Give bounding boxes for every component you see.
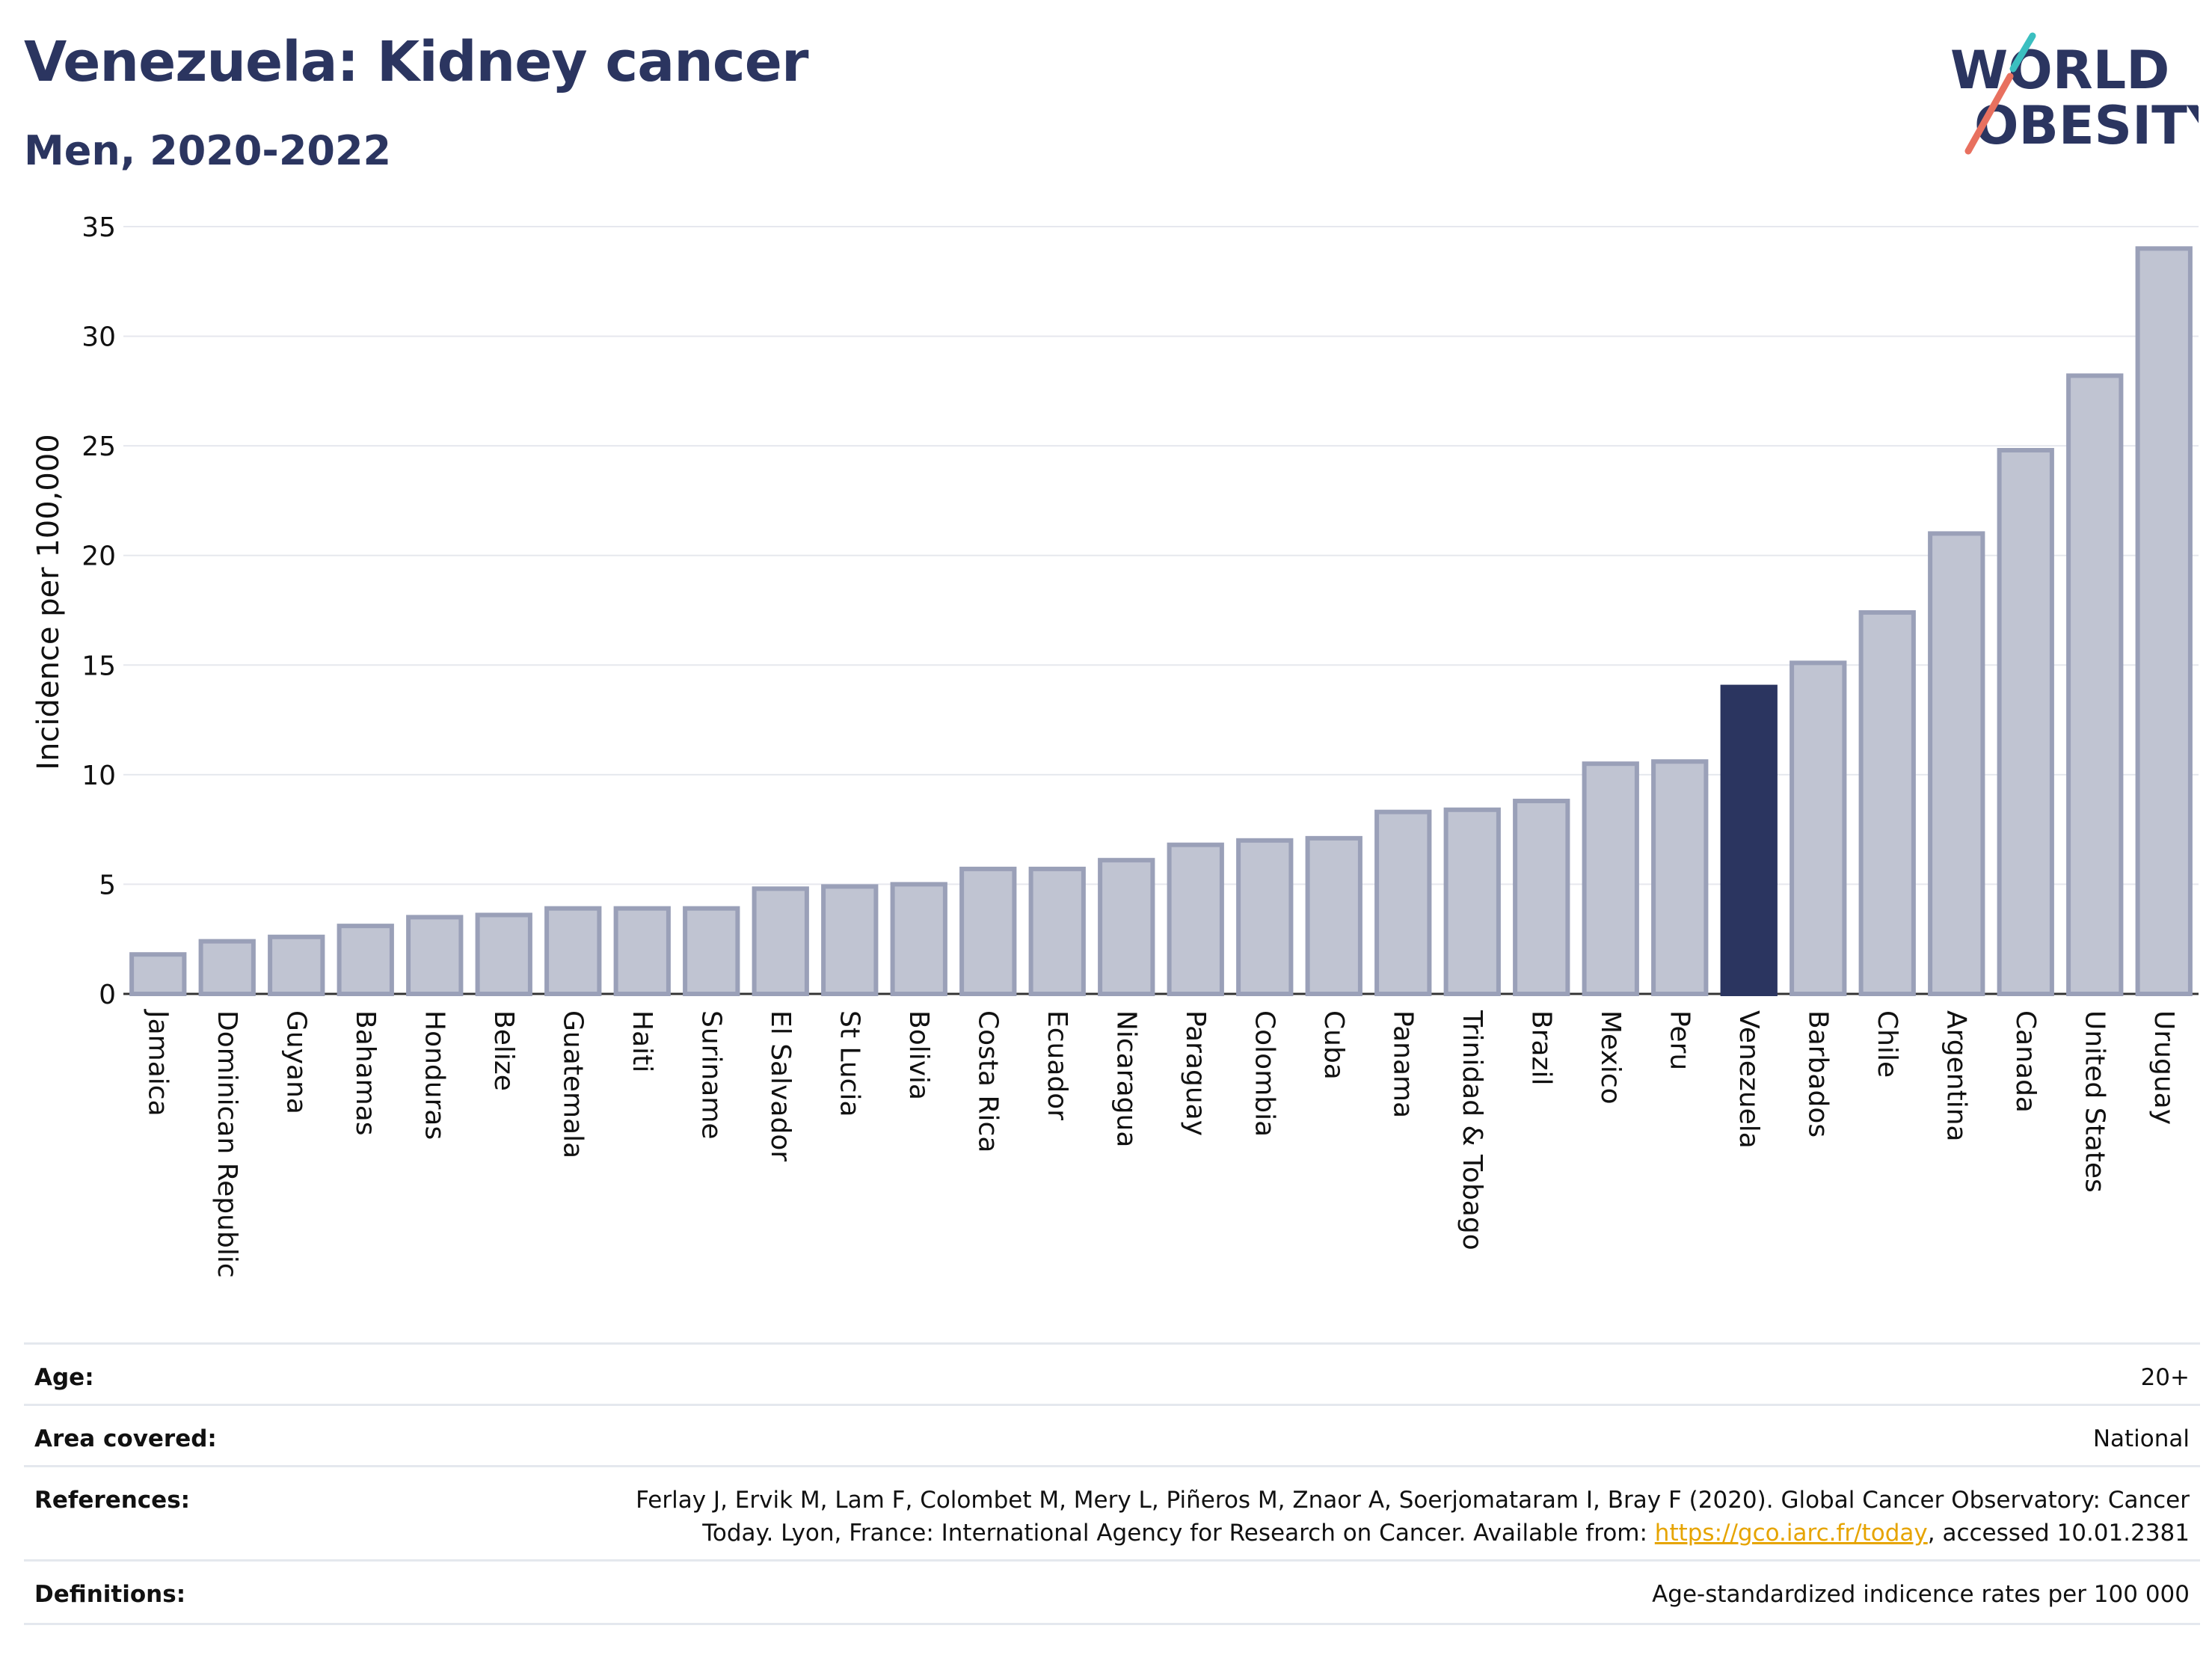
y-tick-label: 10 — [82, 761, 116, 791]
y-tick-label: 30 — [82, 322, 116, 353]
bar-belize — [475, 912, 532, 997]
x-tick-label: Colombia — [1249, 1010, 1279, 1137]
bar-colombia — [1236, 838, 1294, 997]
bar-nicaragua — [1098, 858, 1155, 996]
bar-bolivia — [890, 882, 947, 997]
meta-row-definitions: Definitions: Age-standardized indicence … — [24, 1559, 2200, 1625]
bar-bahamas — [337, 924, 394, 997]
logo-slash-teal — [2009, 32, 2036, 73]
x-tick-label: Chile — [1872, 1010, 1902, 1078]
bar-argentina — [1928, 531, 1985, 996]
x-tick-label: Brazil — [1526, 1010, 1556, 1085]
bar-ecuador — [1028, 866, 1086, 996]
bar-haiti — [613, 906, 671, 997]
metadata-table: Age: 20+ Area covered: National Referenc… — [24, 1342, 2200, 1634]
x-tick-label: Ecuador — [1042, 1010, 1072, 1120]
meta-references-label: References: — [34, 1487, 191, 1514]
bar-brazil — [1513, 799, 1570, 997]
bar-trinidad-tobago — [1443, 807, 1501, 997]
x-tick-label: Peru — [1664, 1010, 1695, 1070]
x-tick-label: Uruguay — [2148, 1010, 2179, 1125]
y-tick-label: 15 — [82, 651, 116, 681]
bar-chart: 0 5 10 15 20 25 30 35 Jamaica Dominican Republic… — [31, 212, 2199, 1278]
reference-line-1: Ferlay J, Ervik M, Lam F, Colombet M, Me… — [636, 1487, 2190, 1514]
y-axis-label: Incidence per 100,000 — [31, 434, 66, 770]
x-tick-label: Canada — [2010, 1010, 2041, 1113]
bar-chile — [1858, 610, 1916, 997]
bar-peru — [1651, 759, 1709, 996]
x-tick-label: St Lucia — [834, 1010, 864, 1117]
x-axis-labels: Jamaica Dominican Republic Guyana Bahamas Ho… — [142, 1009, 2179, 1278]
x-tick-label: Costa Rica — [972, 1010, 1003, 1152]
x-tick-label: Dominican Republic — [212, 1010, 242, 1278]
bar-barbados — [1789, 660, 1847, 997]
bar-canada — [1997, 448, 2054, 996]
y-tick-label: 25 — [82, 432, 116, 462]
x-tick-label: Jamaica — [142, 1009, 173, 1117]
reference-line-2: Today. Lyon, France: International Agenc… — [636, 1517, 2190, 1550]
meta-age-value: 20+ — [2140, 1364, 2190, 1391]
y-axis-ticks: 0 5 10 15 20 25 30 35 — [82, 212, 116, 1010]
bar-panama — [1374, 809, 1432, 996]
x-tick-label: Barbados — [1802, 1010, 1833, 1137]
x-tick-label: Mexico — [1595, 1010, 1626, 1105]
bar-paraguay — [1167, 842, 1224, 996]
bars — [129, 246, 2193, 997]
bar-el-salvador — [752, 886, 809, 996]
x-tick-label: Venezuela — [1733, 1010, 1764, 1149]
logo-line1: WORLD — [1950, 40, 2169, 101]
x-tick-label: Belize — [488, 1010, 519, 1091]
reference-link[interactable]: https://gco.iarc.fr/today — [1654, 1520, 1928, 1547]
grid-lines — [123, 226, 2199, 995]
bar-dominican-republic — [198, 939, 256, 997]
chart-subtitle: Men, 2020-2022 — [24, 127, 392, 174]
bar-costa-rica — [959, 866, 1017, 996]
meta-row-area: Area covered: National — [24, 1404, 2200, 1467]
logo-slash-red — [1964, 73, 2014, 155]
world-obesity-logo: WORLD OBESITY — [1950, 32, 2199, 156]
bar-honduras — [406, 915, 464, 997]
meta-row-age: Age: 20+ — [24, 1342, 2200, 1406]
bar-mexico — [1582, 761, 1639, 996]
meta-area-value: National — [2092, 1425, 2190, 1452]
bar-united-states — [2066, 373, 2124, 996]
meta-age-label: Age: — [34, 1364, 94, 1391]
x-tick-label: Cuba — [1318, 1010, 1349, 1080]
x-tick-label: Haiti — [627, 1010, 657, 1072]
meta-definitions-label: Definitions: — [34, 1581, 186, 1608]
x-tick-label: United States — [2079, 1010, 2110, 1193]
bar-jamaica — [129, 952, 187, 996]
bar-suriname — [683, 906, 740, 997]
x-tick-label: Panama — [1387, 1010, 1418, 1118]
y-tick-label: 5 — [99, 870, 116, 900]
bar-st-lucia — [821, 884, 879, 996]
y-tick-label: 20 — [82, 541, 116, 572]
chart-title: Venezuela: Kidney cancer — [24, 30, 808, 94]
meta-definitions-value: Age-standardized indicence rates per 100… — [1652, 1581, 2190, 1608]
x-tick-label: Trinidad & Tobago — [1457, 1010, 1487, 1250]
x-tick-label: Nicaragua — [1110, 1010, 1141, 1147]
bar-cuba — [1305, 835, 1362, 996]
logo-line2: OBESITY — [1974, 95, 2199, 156]
x-tick-label: Suriname — [695, 1010, 726, 1140]
y-tick-label: 0 — [99, 980, 116, 1010]
bar-guyana — [268, 934, 325, 996]
x-tick-label: Bolivia — [903, 1010, 934, 1100]
x-tick-label: El Salvador — [765, 1010, 796, 1161]
x-tick-label: Guatemala — [557, 1010, 588, 1158]
bar-venezuela — [1720, 684, 1778, 996]
reference-text: Today. Lyon, France: International Agenc… — [702, 1520, 1655, 1547]
x-tick-label: Argentina — [1941, 1010, 1971, 1142]
bar-uruguay — [2135, 246, 2193, 997]
meta-row-references: References: Ferlay J, Ervik M, Lam F, Co… — [24, 1465, 2200, 1562]
x-tick-label: Paraguay — [1180, 1010, 1211, 1136]
meta-area-label: Area covered: — [34, 1425, 217, 1452]
x-tick-label: Bahamas — [350, 1010, 381, 1136]
bar-guatemala — [544, 906, 602, 997]
meta-references-value: Ferlay J, Ervik M, Lam F, Colombet M, Me… — [636, 1484, 2190, 1550]
x-tick-label: Honduras — [419, 1010, 449, 1140]
reference-accessed: , accessed 10.01.2381 — [1927, 1520, 2190, 1547]
x-tick-label: Guyana — [280, 1010, 311, 1114]
y-tick-label: 35 — [82, 212, 116, 243]
